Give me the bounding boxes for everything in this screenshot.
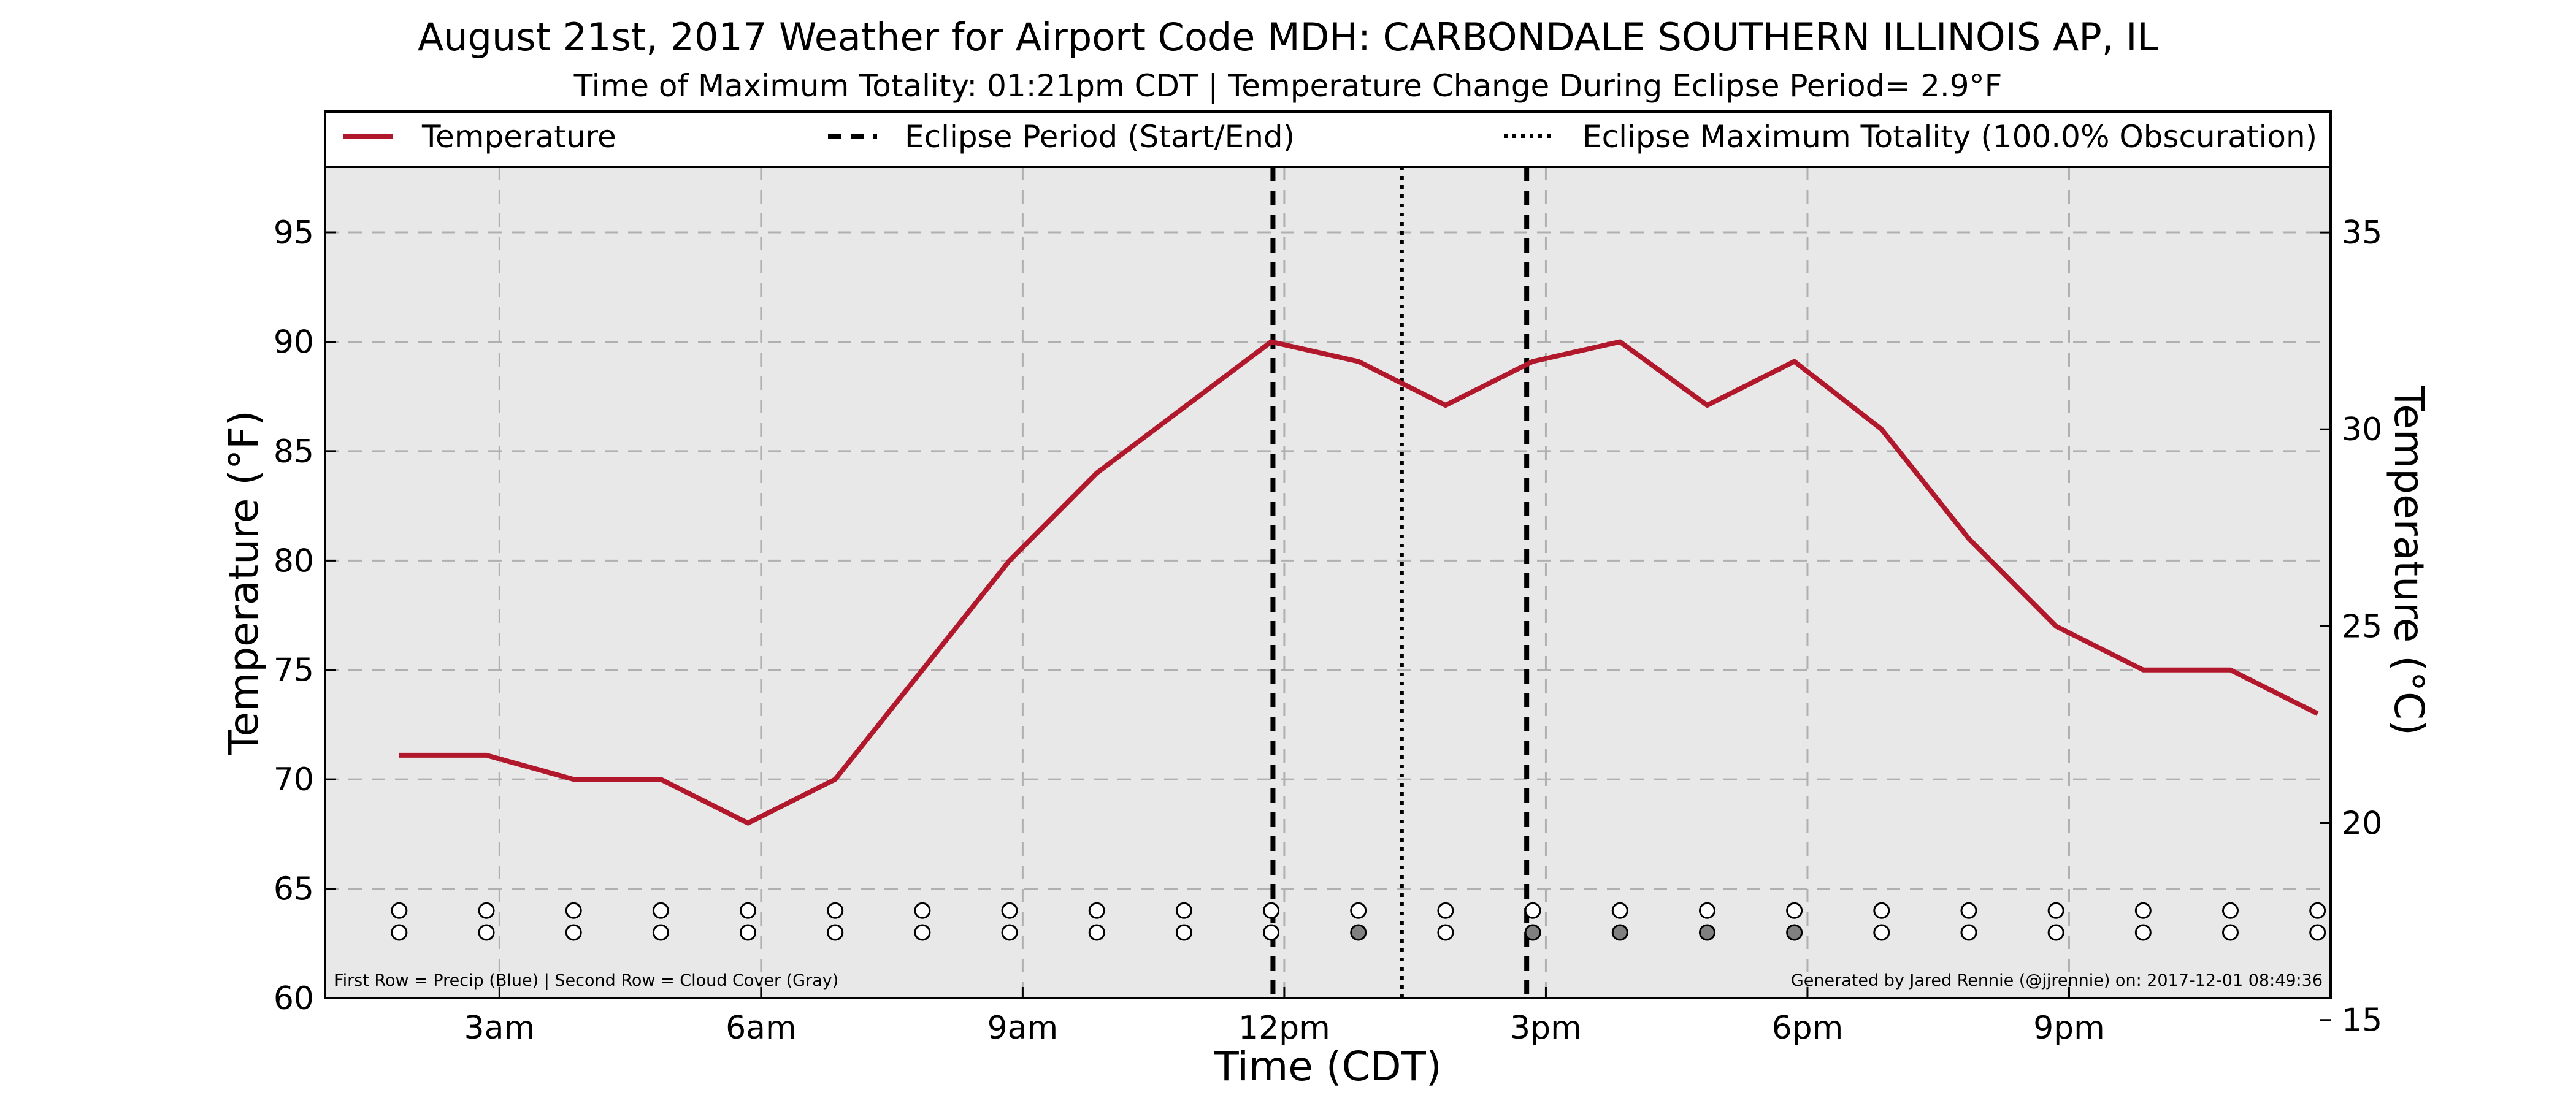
- x-tick-label: 3pm: [1510, 1010, 1582, 1047]
- x-tick-label: 6pm: [1772, 1010, 1844, 1047]
- x-tick-label: 9am: [987, 1010, 1059, 1047]
- precip-marker: [1002, 903, 1017, 918]
- precip-marker: [2310, 903, 2325, 918]
- cloud-cover-marker: [1264, 925, 1279, 940]
- y-tick-label-left: 85: [274, 433, 314, 470]
- x-axis-label: Time (CDT): [1213, 1043, 1441, 1090]
- y-tick-label-left: 80: [274, 543, 314, 579]
- y-tick-label-left: 70: [274, 761, 314, 798]
- cloud-cover-marker: [1787, 925, 1802, 940]
- plot-area: [325, 167, 2331, 998]
- precip-marker: [1438, 903, 1453, 918]
- cloud-cover-marker: [1438, 925, 1453, 940]
- cloud-cover-marker: [915, 925, 930, 940]
- cloud-cover-marker: [1700, 925, 1714, 940]
- precip-marker: [653, 903, 668, 918]
- legend: Temperature Eclipse Period (Start/End) E…: [343, 119, 2317, 154]
- x-tick-label: 9pm: [2033, 1010, 2105, 1047]
- legend-temperature-label: Temperature: [421, 119, 616, 154]
- cloud-cover-marker: [2049, 925, 2063, 940]
- y-tick-label-left: 65: [274, 871, 314, 908]
- y-axis-label-right: Temperature (°C): [2385, 386, 2432, 736]
- precip-marker: [1961, 903, 1976, 918]
- y-tick-label-right: 20: [2342, 806, 2382, 842]
- cloud-cover-marker: [1002, 925, 1017, 940]
- y-tick-label-left: 75: [274, 652, 314, 689]
- precip-marker: [828, 903, 843, 918]
- cloud-cover-marker: [1351, 925, 1366, 940]
- x-tick-label: 6am: [726, 1010, 797, 1047]
- precip-marker: [1874, 903, 1889, 918]
- y-tick-label-right: 35: [2342, 215, 2382, 251]
- cloud-cover-marker: [1612, 925, 1627, 940]
- cloud-cover-marker: [479, 925, 494, 940]
- precip-marker: [2049, 903, 2063, 918]
- precip-marker: [1612, 903, 1627, 918]
- cloud-cover-marker: [392, 925, 407, 940]
- precip-marker: [915, 903, 930, 918]
- precip-marker: [1264, 903, 1279, 918]
- cloud-cover-marker: [2223, 925, 2238, 940]
- cloud-cover-marker: [2310, 925, 2325, 940]
- precip-marker: [1351, 903, 1366, 918]
- precip-marker: [1089, 903, 1104, 918]
- footnote-right: Generated by Jared Rennie (@jjrennie) on…: [1791, 971, 2323, 990]
- precip-marker: [741, 903, 756, 918]
- y-tick-label-left: 60: [274, 980, 314, 1017]
- precip-marker: [1525, 903, 1540, 918]
- y-tick-label-left: 95: [274, 215, 314, 251]
- y-tick-label-left: 90: [274, 324, 314, 360]
- y-tick-label-right: 25: [2342, 608, 2382, 645]
- chart-title: August 21st, 2017 Weather for Airport Co…: [418, 15, 2159, 59]
- cloud-cover-marker: [1525, 925, 1540, 940]
- cloud-cover-marker: [1176, 925, 1191, 940]
- cloud-cover-marker: [828, 925, 843, 940]
- x-tick-label: 3am: [464, 1010, 535, 1047]
- precip-marker: [479, 903, 494, 918]
- precip-marker: [2223, 903, 2238, 918]
- precip-marker: [1787, 903, 1802, 918]
- cloud-cover-marker: [1089, 925, 1104, 940]
- cloud-cover-marker: [1961, 925, 1976, 940]
- precip-marker: [1700, 903, 1714, 918]
- cloud-cover-marker: [1874, 925, 1889, 940]
- precip-marker: [392, 903, 407, 918]
- chart-root: August 21st, 2017 Weather for Airport Co…: [0, 0, 2576, 1104]
- cloud-cover-marker: [2136, 925, 2150, 940]
- y-axis-label-left: Temperature (°F): [220, 410, 267, 755]
- cloud-cover-marker: [653, 925, 668, 940]
- precip-marker: [566, 903, 581, 918]
- cloud-cover-marker: [741, 925, 756, 940]
- footnote-left: First Row = Precip (Blue) | Second Row =…: [334, 971, 838, 990]
- y-tick-label-right: 30: [2342, 411, 2382, 448]
- cloud-cover-marker: [566, 925, 581, 940]
- legend-totality-label: Eclipse Maximum Totality (100.0% Obscura…: [1582, 119, 2317, 154]
- chart-subtitle: Time of Maximum Totality: 01:21pm CDT | …: [573, 68, 2003, 104]
- y-tick-label-right: 15: [2342, 1002, 2382, 1039]
- precip-marker: [2136, 903, 2150, 918]
- x-tick-label: 12pm: [1238, 1010, 1330, 1047]
- precip-marker: [1176, 903, 1191, 918]
- legend-eclipse-period-label: Eclipse Period (Start/End): [905, 119, 1295, 154]
- eclipse-temperature-chart: August 21st, 2017 Weather for Airport Co…: [0, 0, 2576, 1104]
